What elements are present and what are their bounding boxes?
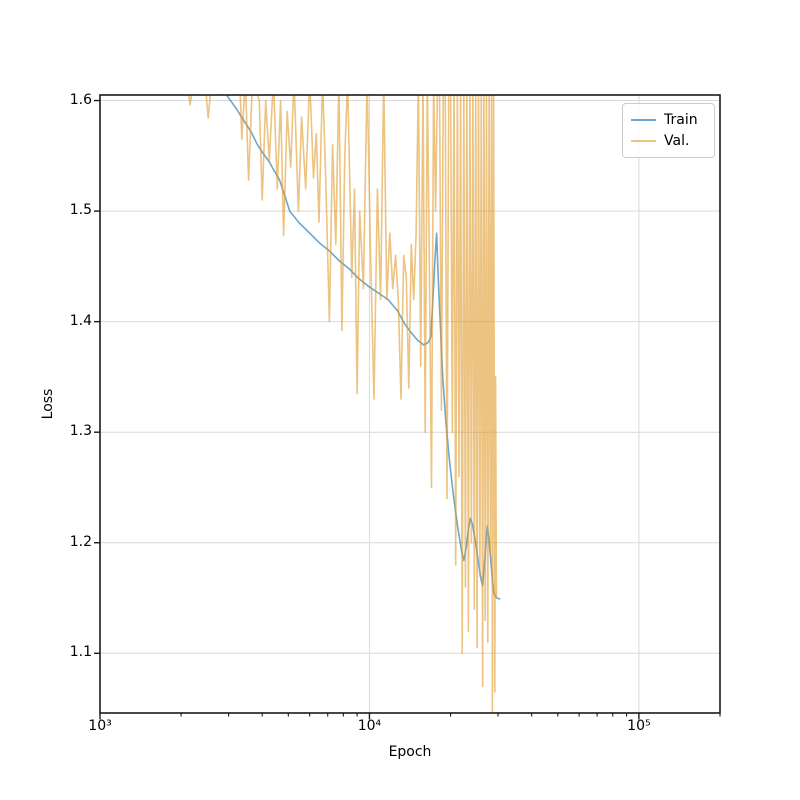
x-tick-label: 10³ bbox=[88, 718, 112, 734]
legend-label-train: Train bbox=[664, 111, 698, 128]
val-line-swatch bbox=[631, 139, 656, 142]
y-axis-label: Loss bbox=[40, 388, 56, 420]
train-line-swatch bbox=[631, 118, 656, 121]
axes-box bbox=[99, 94, 721, 714]
x-axis-label: Epoch bbox=[388, 744, 432, 760]
y-tick-label: 1.1 bbox=[69, 644, 92, 661]
val-line bbox=[188, 95, 498, 713]
legend-item-val: Val. bbox=[631, 130, 706, 151]
legend-item-train: Train bbox=[631, 109, 706, 130]
legend-label-val: Val. bbox=[664, 132, 690, 149]
x-tick-label: 10⁴ bbox=[357, 718, 382, 734]
y-tick-label: 1.3 bbox=[69, 423, 92, 440]
y-tick-label: 1.4 bbox=[69, 312, 92, 329]
y-tick-label: 1.5 bbox=[69, 202, 92, 219]
y-tick-label: 1.2 bbox=[69, 533, 92, 550]
x-tick-label: 10⁵ bbox=[627, 718, 651, 734]
legend: Train Val. bbox=[622, 103, 715, 158]
y-tick-label: 1.6 bbox=[69, 91, 92, 108]
